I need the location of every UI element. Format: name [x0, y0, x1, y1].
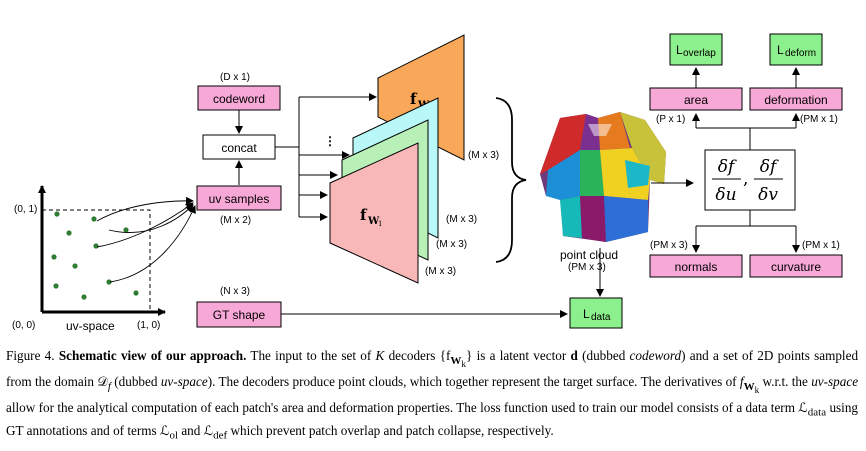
- derivative-down-arrows: [692, 210, 800, 253]
- more-decoders-dots: ⋮: [324, 134, 336, 148]
- curvature-box: curvature: [749, 254, 843, 278]
- derivative-dv: δv: [758, 185, 778, 205]
- caption-text-5: ) and a set of 2D points sampled from th…: [6, 348, 859, 390]
- caption-domain: 𝒟f: [97, 374, 111, 393]
- uv-sampling-arrows: [96, 196, 196, 283]
- point-cloud-shirt: [540, 112, 666, 242]
- caption-fig: Figure 4.: [6, 348, 55, 363]
- derivative-comma: ,: [743, 169, 748, 189]
- concat-fanout-arrows: [275, 93, 377, 221]
- decoder-1-subsub: 1: [378, 220, 382, 228]
- decoder-1-sub: W: [367, 216, 380, 227]
- decoder-dim-c: (M x 3): [425, 266, 456, 277]
- derivative-df-1: δf: [718, 157, 737, 177]
- caption-fwk: fWk: [739, 374, 760, 395]
- gt-shape-box: GT shape: [196, 301, 282, 328]
- curvature-label: curvature: [771, 260, 821, 274]
- uv-samples-dim: (M x 2): [220, 215, 251, 226]
- caption-d: d: [570, 348, 578, 363]
- brace: [495, 97, 527, 263]
- loss-overlap-sub: overlap: [683, 48, 716, 59]
- caption-decoders-set: {fWk}: [439, 348, 473, 369]
- normals-box: normals: [649, 254, 743, 278]
- caption-text-4: (dubbed: [582, 348, 626, 363]
- caption-K: K: [375, 348, 385, 363]
- derivative-up-arrows: [692, 113, 800, 150]
- loss-data-box: L data: [569, 297, 623, 329]
- loss-deform-sub: deform: [785, 48, 816, 59]
- deformation-dim: (PM x 1): [800, 114, 838, 125]
- uv-sample-points: [51, 211, 139, 300]
- caption-text-12: which prevent patch overlap and patch co…: [230, 422, 554, 438]
- derivative-df-2: δf: [760, 157, 779, 177]
- caption-text-7: ). The decoders produce point clouds, wh…: [207, 374, 737, 390]
- codeword-label: codeword: [213, 92, 265, 106]
- decoder-p-dim: (M x 3): [468, 150, 499, 161]
- uv-space-plot: (0, 1) (0, 0) (1, 0) uv-space: [12, 185, 196, 333]
- decoder-1-label: f: [360, 206, 368, 224]
- uv-samples-box: uv samples: [196, 185, 282, 211]
- caption-text-11: and: [181, 422, 201, 438]
- concat-label: concat: [221, 141, 257, 155]
- loss-data-L: L: [583, 307, 590, 321]
- loss-overlap-L: L: [676, 43, 683, 57]
- loss-data-sub: data: [591, 312, 611, 323]
- caption-text-8: w.r.t. the: [762, 374, 808, 390]
- uv-samples-label: uv samples: [209, 192, 270, 206]
- derivative-box: δf δu , δf δv: [704, 149, 796, 211]
- caption-text-1: The input to the set of: [250, 348, 372, 363]
- figure-caption: Figure 4. Schematic view of our approach…: [6, 347, 858, 445]
- caption-text-9: allow for the analytical computation of …: [6, 400, 795, 416]
- codeword-box: codeword: [197, 85, 281, 111]
- loss-deform-box: L deform: [769, 33, 823, 66]
- deformation-box: deformation: [749, 87, 843, 111]
- point-cloud-label: point cloud: [560, 248, 618, 262]
- caption-uvspace: uv-space: [160, 374, 208, 390]
- codeword-dim: (D x 1): [220, 72, 250, 83]
- uv-y-end-label: (0, 1): [14, 204, 37, 215]
- caption-text-6: (dubbed: [114, 374, 158, 390]
- caption-text-10: using GT annotations and of terms: [6, 400, 859, 438]
- caption-codeword: codeword: [629, 348, 682, 363]
- point-cloud-dim: (PM x 3): [568, 262, 606, 273]
- caption-lol: ℒol: [159, 422, 179, 442]
- caption-text-3: is a latent vector: [476, 348, 567, 363]
- gt-shape-dim: (N x 3): [220, 286, 250, 297]
- uv-origin-label: (0, 0): [12, 320, 35, 331]
- area-label: area: [684, 93, 708, 107]
- caption-ldata: ℒdata: [798, 400, 827, 419]
- area-dim: (P x 1): [656, 114, 685, 125]
- area-box: area: [649, 87, 743, 111]
- decoder-p-label: f: [410, 90, 418, 108]
- caption-uvspace-2: uv-space: [811, 374, 859, 390]
- loss-overlap-box: L overlap: [669, 33, 723, 66]
- decoder-1: f W 1: [329, 142, 419, 284]
- derivative-du: δu: [715, 185, 736, 205]
- architecture-diagram: (0, 1) (0, 0) (1, 0) uv-space (D x 1) co…: [12, 33, 843, 333]
- caption-title: Schematic view of our approach.: [58, 348, 247, 363]
- gt-shape-label: GT shape: [213, 308, 266, 322]
- decoder-dim-a: (M x 3): [446, 214, 477, 225]
- uv-x-end-label: (1, 0): [137, 320, 160, 331]
- decoder-dim-b: (M x 3): [436, 239, 467, 250]
- normals-label: normals: [675, 260, 718, 274]
- caption-ldef: ℒdef: [203, 422, 228, 442]
- uv-domain-box: [42, 209, 151, 312]
- caption-text-2: decoders: [388, 348, 436, 363]
- deformation-label: deformation: [764, 93, 827, 107]
- curvature-dim: (PM x 1): [802, 240, 840, 251]
- uv-space-label: uv-space: [66, 319, 115, 333]
- loss-deform-L: L: [777, 43, 784, 57]
- concat-box: concat: [202, 134, 276, 160]
- normals-dim: (PM x 3): [650, 240, 688, 251]
